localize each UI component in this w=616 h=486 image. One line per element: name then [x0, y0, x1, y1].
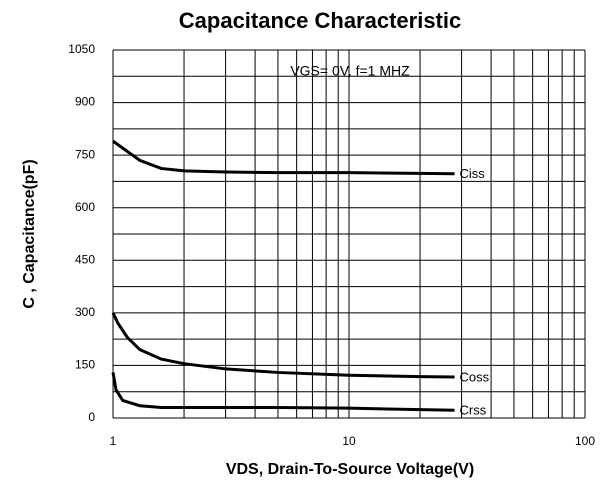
series-line [111, 372, 455, 412]
y-tick-label: 750 [75, 147, 95, 161]
x-tick-label: 100 [575, 434, 595, 448]
y-tick-label: 300 [75, 305, 95, 319]
y-tick-label: 900 [75, 95, 95, 109]
series-label: Ciss [460, 166, 486, 181]
x-tick-label: 10 [342, 434, 356, 448]
y-tick-label: 600 [75, 200, 95, 214]
series-line [112, 139, 455, 176]
y-axis-label: C , Capacitance(pF) [21, 159, 38, 308]
series-label: Coss [460, 369, 490, 384]
y-tick-label: 150 [75, 358, 95, 372]
y-tick-label: 1050 [68, 42, 95, 56]
series-label: Crss [460, 403, 487, 418]
x-tick-label: 1 [110, 434, 117, 448]
y-tick-label: 450 [75, 252, 95, 266]
annotation: VGS= 0V, f=1 MHZ [290, 63, 410, 79]
y-tick-label: 0 [88, 410, 95, 424]
x-axis-label: VDS, Drain-To-Source Voltage(V) [226, 461, 474, 478]
chart-title: Capacitance Characteristic [179, 8, 461, 33]
series-line [111, 312, 455, 379]
